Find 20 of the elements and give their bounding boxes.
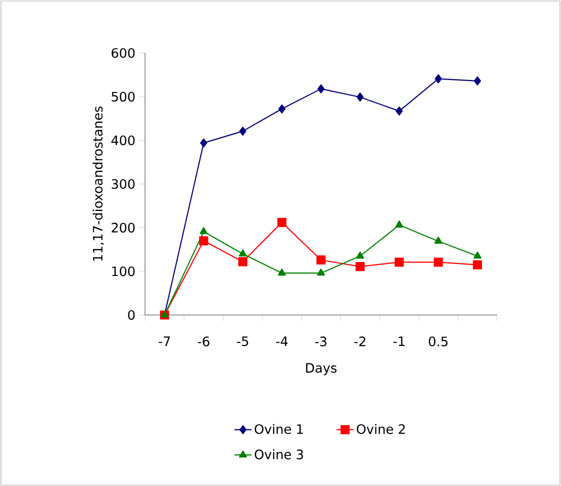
- x-tick-label: -5: [236, 336, 248, 346]
- x-tick-label: -6: [198, 336, 210, 346]
- x-tick-label: 0.5: [428, 336, 448, 346]
- x-axis-title: Days: [306, 363, 337, 376]
- x-tick-label: -4: [276, 336, 288, 346]
- legend-label: Ovine 2: [356, 424, 405, 434]
- y-tick-label: 0: [128, 310, 135, 320]
- y-tick-label: 400: [111, 135, 135, 146]
- x-tick-label: -2: [354, 336, 366, 346]
- legend-label: Ovine 1: [254, 424, 303, 434]
- y-tick-label: 600: [112, 48, 135, 58]
- y-tick-label: 500: [112, 92, 135, 102]
- y-tick-label: 100: [112, 266, 135, 276]
- y-tick-label: 200: [112, 222, 135, 233]
- y-tick-label: 300: [112, 179, 135, 189]
- legend-label: Ovine 3: [254, 449, 303, 460]
- y-axis-title: 11,17-dioxoandrostanes: [92, 106, 104, 261]
- x-tick-label: -1: [393, 336, 404, 346]
- x-tick-label: -3: [315, 336, 326, 346]
- x-tick-label: -7: [158, 336, 170, 346]
